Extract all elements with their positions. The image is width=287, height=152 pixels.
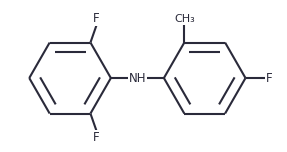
Text: F: F [93, 12, 100, 25]
Text: CH₃: CH₃ [174, 14, 195, 24]
Text: NH: NH [129, 72, 146, 85]
Text: F: F [266, 72, 273, 85]
Text: F: F [93, 131, 100, 144]
